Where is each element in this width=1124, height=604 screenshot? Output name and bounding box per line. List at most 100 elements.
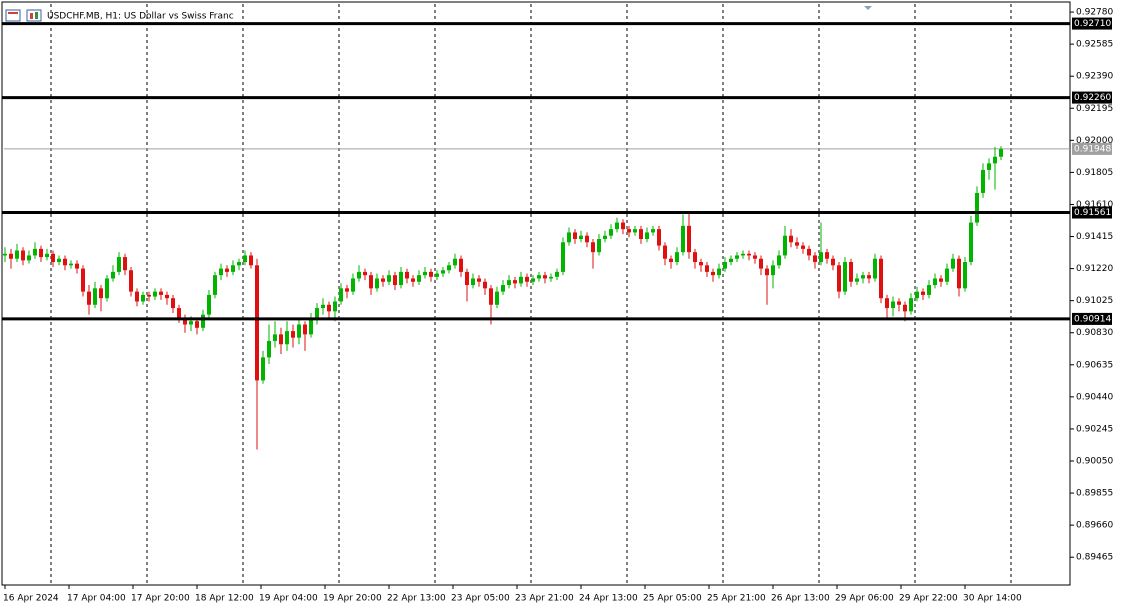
- x-tick-label: 26 Apr 13:00: [771, 594, 830, 604]
- candle-body: [153, 291, 157, 297]
- candle-body: [195, 321, 199, 328]
- candle-body: [969, 222, 973, 263]
- level-label: 0.92260: [1074, 93, 1111, 103]
- candle-body: [87, 291, 91, 305]
- candle-body: [741, 253, 745, 256]
- y-tick-label: 0.89855: [1076, 489, 1113, 499]
- candle-body: [963, 262, 967, 289]
- candle-body: [945, 268, 949, 282]
- icon: [5, 9, 21, 22]
- candle-body: [795, 242, 799, 246]
- y-tick-label: 0.90050: [1076, 457, 1113, 467]
- candle-body: [33, 248, 37, 256]
- candle-body: [915, 291, 919, 299]
- candle-body: [327, 304, 331, 312]
- candle-body: [63, 258, 67, 266]
- candle-body: [663, 245, 667, 259]
- candle-body: [255, 265, 259, 381]
- candle-body: [759, 258, 763, 269]
- candle-body: [813, 255, 817, 263]
- candle-body: [645, 232, 649, 239]
- candle-body: [309, 317, 313, 335]
- candle-body: [693, 252, 697, 263]
- candle-body: [705, 265, 709, 272]
- candle-body: [825, 252, 829, 259]
- candle-body: [177, 308, 181, 318]
- candle-body: [99, 288, 103, 299]
- candle-body: [717, 268, 721, 276]
- candle-body: [351, 278, 355, 292]
- x-tick-label: 23 Apr 21:00: [515, 594, 574, 604]
- candle-body: [909, 298, 913, 312]
- level-label-box: [1072, 17, 1112, 30]
- candle-body: [387, 275, 391, 282]
- candle-body: [45, 253, 49, 258]
- candle-body: [561, 242, 565, 272]
- candle-body: [267, 340, 271, 358]
- candle-body: [243, 255, 247, 263]
- level-label-box: [1072, 91, 1112, 104]
- candle-body: [591, 242, 595, 253]
- candle-body: [501, 285, 505, 292]
- candle-body: [375, 278, 379, 289]
- candle-body: [333, 301, 337, 312]
- y-tick-label: 0.92195: [1076, 104, 1113, 114]
- x-tick-label: 17 Apr 04:00: [67, 594, 126, 604]
- candle-body: [849, 262, 853, 282]
- level-label-box: [1072, 312, 1112, 325]
- candle-body: [765, 268, 769, 276]
- candle-body: [225, 268, 229, 272]
- y-tick-label: 0.91415: [1076, 232, 1113, 242]
- candle-body: [15, 250, 19, 259]
- y-tick-label: 0.92585: [1076, 40, 1113, 50]
- candle-body: [891, 301, 895, 309]
- current-price-box: [1072, 142, 1112, 155]
- candle-body: [369, 275, 373, 289]
- candle-body: [189, 321, 193, 325]
- x-tick-label: 23 Apr 05:00: [451, 594, 510, 604]
- candle-body: [339, 288, 343, 302]
- candle-body: [105, 278, 109, 299]
- y-tick-label: 0.91610: [1076, 200, 1113, 210]
- candle-body: [453, 258, 457, 266]
- candle-body: [207, 294, 211, 315]
- candle-body: [129, 270, 133, 292]
- candle-body: [117, 257, 121, 272]
- candle-body: [93, 288, 97, 305]
- candle-body: [141, 294, 145, 302]
- x-tick-label: 30 Apr 14:00: [963, 594, 1022, 604]
- x-tick-label: 19 Apr 20:00: [323, 594, 382, 604]
- candle-body: [621, 222, 625, 230]
- candle-body: [837, 265, 841, 292]
- candle-body: [27, 255, 31, 261]
- candle-body: [783, 235, 787, 256]
- candle-body: [861, 275, 865, 279]
- candle-body: [21, 250, 25, 261]
- candle-body: [135, 291, 139, 302]
- icon: [26, 9, 42, 22]
- candle-body: [411, 278, 415, 282]
- candle-body: [321, 304, 325, 309]
- x-tick-label: 24 Apr 13:00: [579, 594, 638, 604]
- candle-body: [171, 298, 175, 309]
- candle-body: [393, 275, 397, 286]
- y-tick-label: 0.89660: [1076, 521, 1113, 531]
- candle-body: [867, 275, 871, 279]
- candle-body: [831, 258, 835, 266]
- candle-body: [111, 271, 115, 279]
- candle-body: [921, 291, 925, 295]
- candle-body: [951, 258, 955, 269]
- candle-body: [525, 276, 529, 282]
- candle-body: [357, 271, 361, 279]
- x-tick-label: 29 Apr 06:00: [835, 594, 894, 604]
- candle-body: [345, 288, 349, 292]
- candle-body: [879, 258, 883, 299]
- y-tick-label: 0.91025: [1076, 296, 1113, 306]
- candle-body: [69, 263, 73, 266]
- candle-body: [675, 252, 679, 263]
- candle-body: [573, 232, 577, 239]
- candle-body: [681, 225, 685, 253]
- candle-body: [237, 262, 241, 266]
